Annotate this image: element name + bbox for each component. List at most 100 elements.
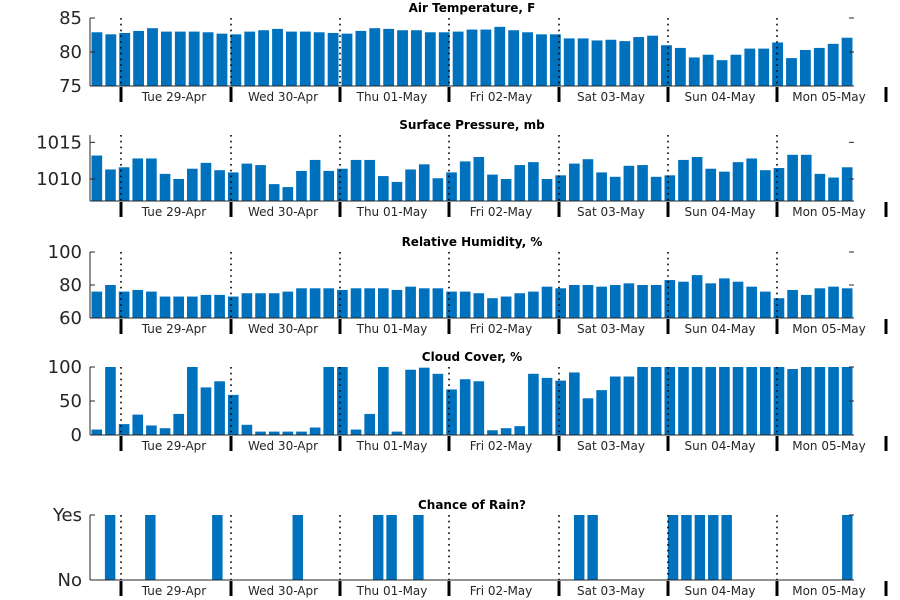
bar — [397, 30, 408, 87]
bar — [432, 288, 444, 318]
x-tick-label: Tue 29-Apr — [141, 322, 206, 336]
bar — [459, 291, 471, 318]
bar — [386, 515, 397, 580]
bar — [105, 285, 116, 318]
bar — [800, 154, 812, 201]
bar — [391, 431, 403, 435]
bar — [705, 367, 717, 435]
x-tick-label: Wed 30-Apr — [248, 205, 318, 219]
y-tick-label: 60 — [59, 308, 82, 329]
bar — [160, 31, 172, 87]
bar — [841, 367, 853, 435]
bar — [541, 377, 553, 435]
bar — [487, 174, 498, 201]
bar — [466, 29, 478, 87]
bar — [159, 428, 171, 435]
bar — [424, 32, 436, 86]
bar — [536, 34, 547, 86]
y-tick-label: 80 — [59, 275, 82, 296]
bar — [514, 293, 526, 318]
bar — [772, 42, 784, 86]
bar — [569, 163, 580, 201]
bar — [473, 293, 485, 318]
bar — [508, 30, 520, 87]
bar — [582, 285, 594, 318]
bar — [514, 426, 526, 435]
x-tick-label: Sat 03-May — [577, 584, 645, 598]
x-tick-label: Thu 01-May — [356, 205, 428, 219]
bar — [268, 184, 280, 201]
bar — [678, 367, 689, 435]
bar — [596, 172, 607, 201]
bar — [411, 30, 422, 87]
bar — [637, 165, 648, 201]
x-tick-label: Wed 30-Apr — [248, 90, 318, 104]
bar — [609, 376, 621, 435]
x-tick-label: Sun 04-May — [684, 90, 755, 104]
bar — [296, 288, 307, 318]
bar — [587, 515, 598, 580]
y-tick-label: 100 — [48, 357, 82, 378]
bar — [609, 176, 621, 201]
bar — [500, 428, 512, 435]
bar — [147, 28, 158, 86]
y-tick-label: 85 — [59, 8, 82, 29]
bar — [132, 414, 144, 435]
x-tick-label: Sun 04-May — [684, 439, 755, 453]
x-tick-label: Sat 03-May — [577, 439, 645, 453]
x-tick-label: Fri 02-May — [470, 439, 533, 453]
bar — [637, 367, 648, 435]
bar — [582, 398, 594, 435]
bar — [337, 289, 348, 318]
bar — [563, 38, 575, 86]
bar — [227, 296, 239, 318]
bar — [268, 293, 280, 318]
x-tick-label: Fri 02-May — [470, 322, 533, 336]
bar — [173, 179, 184, 201]
bar — [623, 283, 635, 318]
bar — [841, 167, 853, 201]
bar — [744, 48, 756, 86]
bar — [292, 515, 303, 580]
bar — [91, 32, 103, 86]
bar — [569, 372, 580, 435]
bar — [842, 515, 853, 580]
bar — [446, 389, 457, 435]
y-tick-label: 50 — [59, 391, 82, 412]
bar — [480, 29, 492, 87]
bar — [341, 33, 353, 86]
bar — [119, 32, 131, 86]
bar — [473, 381, 485, 435]
bar — [773, 298, 785, 318]
bar — [814, 173, 826, 201]
x-tick-label: Sun 04-May — [684, 584, 755, 598]
bar — [760, 367, 771, 435]
bar — [391, 289, 403, 318]
bar — [577, 38, 589, 86]
bar — [200, 294, 212, 318]
bar — [719, 278, 730, 318]
bar — [378, 367, 389, 435]
bar — [760, 291, 771, 318]
bar — [91, 429, 103, 435]
bar — [309, 159, 321, 201]
bar — [664, 367, 676, 435]
bar — [459, 379, 471, 435]
x-tick-label: Fri 02-May — [470, 584, 533, 598]
bar — [678, 281, 689, 318]
bar — [405, 169, 416, 201]
y-tick-label: 100 — [48, 242, 82, 263]
bar — [487, 430, 498, 435]
bar — [268, 431, 280, 435]
y-tick-label: 0 — [71, 425, 82, 446]
bar — [405, 369, 416, 435]
bar — [372, 515, 384, 580]
bar — [800, 294, 812, 318]
y-tick-label: 80 — [59, 42, 82, 63]
bar — [619, 41, 631, 86]
bar — [569, 285, 580, 318]
bar — [241, 163, 253, 201]
bar — [327, 32, 339, 86]
panel-title: Relative Humidity, % — [402, 235, 543, 249]
